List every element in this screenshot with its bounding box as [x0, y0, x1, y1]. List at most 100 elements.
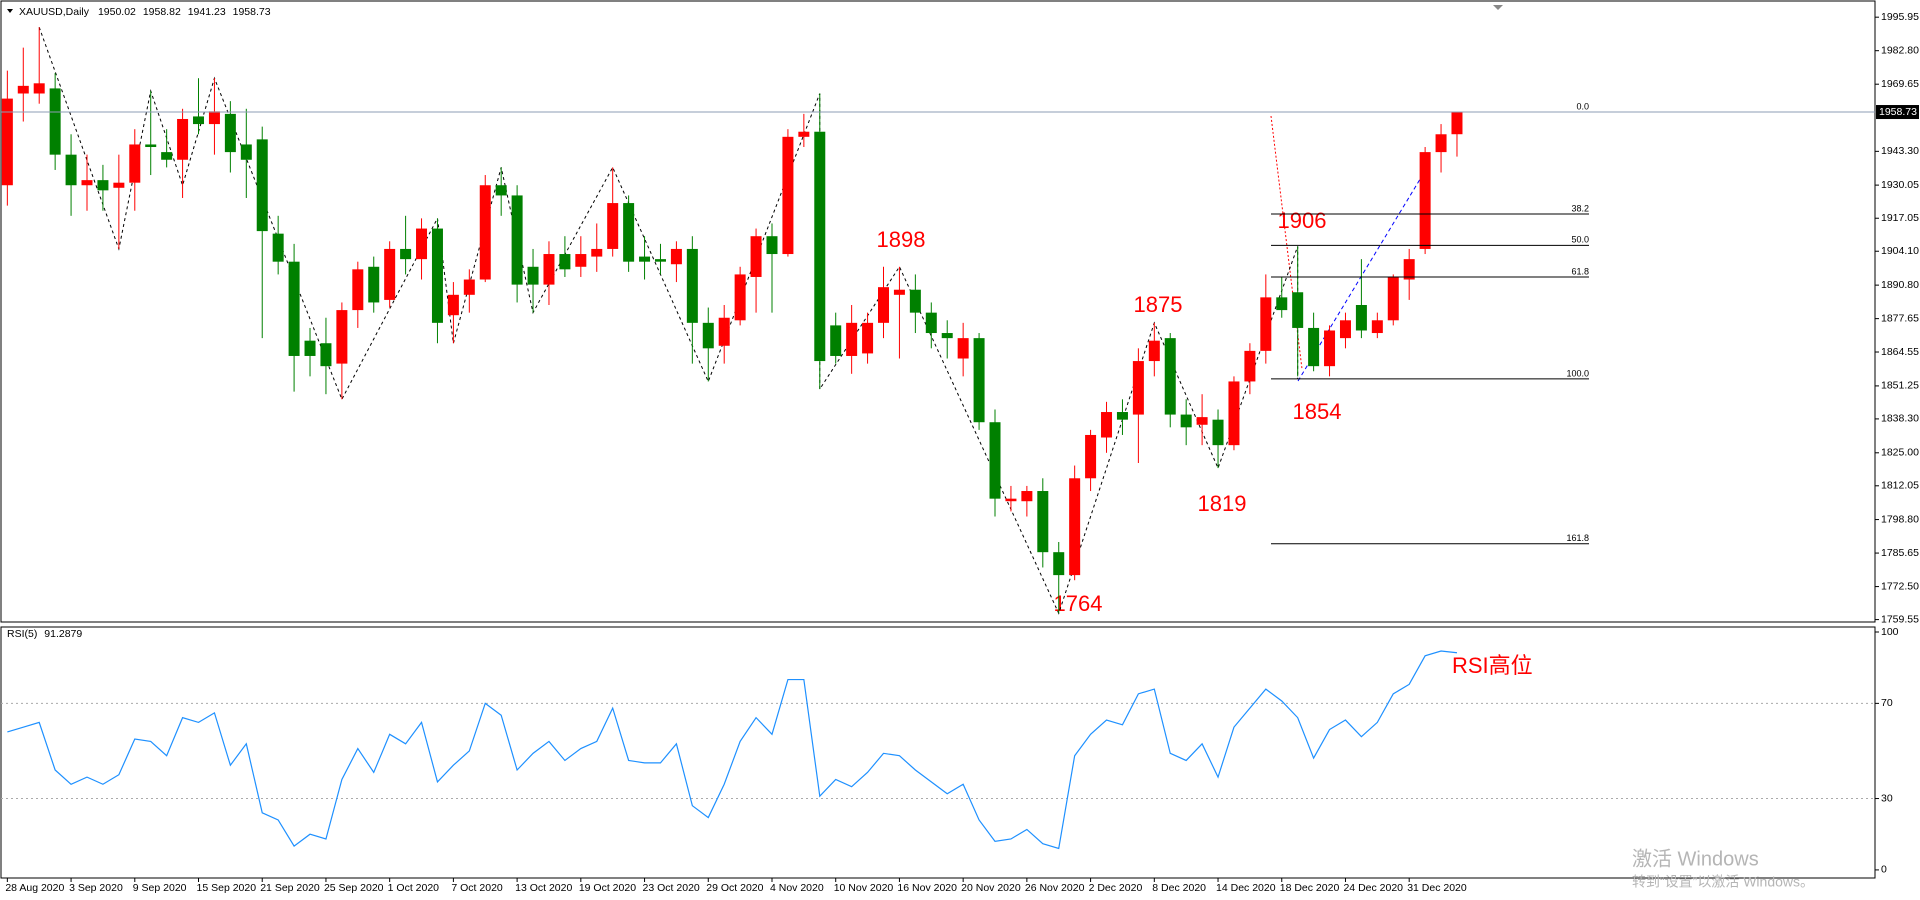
candle-body — [384, 248, 396, 300]
candle-body — [320, 343, 332, 367]
candle-body — [1276, 297, 1288, 311]
candle-body — [862, 322, 874, 354]
x-tick-label: 24 Dec 2020 — [1343, 882, 1403, 894]
candle-body — [1196, 417, 1208, 425]
candle-body — [1324, 330, 1336, 367]
x-tick-label: 28 Aug 2020 — [5, 882, 64, 894]
y-tick-label: 0 — [1881, 864, 1887, 876]
candle-body — [527, 266, 539, 285]
candle-body — [559, 254, 571, 270]
fib-label: 61.8 — [1571, 266, 1589, 276]
candle-body — [957, 338, 969, 359]
candle-body — [1451, 112, 1463, 135]
candle-body — [1355, 305, 1367, 331]
x-tick-label: 18 Dec 2020 — [1280, 882, 1340, 894]
rsi-header: RSI(5) 91.2879 — [7, 628, 82, 640]
y-tick-label: 1798.80 — [1881, 513, 1919, 525]
candle-body — [1101, 412, 1113, 438]
candle-body — [288, 261, 300, 356]
candle-body — [670, 248, 682, 265]
annotation: 1898 — [877, 227, 926, 252]
watermark-subtitle: 转到“设置”以激活 Windows。 — [1632, 874, 1814, 890]
candle-body — [686, 248, 698, 323]
candle-body — [17, 85, 29, 94]
candle-body — [1308, 327, 1320, 367]
fib-label: 50.0 — [1571, 235, 1589, 245]
fib-label: 100.0 — [1566, 368, 1589, 378]
candle-body — [49, 88, 61, 155]
annotation: 1819 — [1198, 491, 1247, 516]
candle-body — [766, 236, 778, 255]
low: 1941.23 — [188, 6, 226, 18]
candle-body — [639, 256, 651, 262]
candle-body — [1435, 134, 1447, 153]
candle-body — [1339, 320, 1351, 339]
candle-body — [1371, 320, 1383, 334]
x-tick-label: 23 Oct 2020 — [643, 882, 700, 894]
price-box — [1876, 105, 1919, 120]
header: XAUUSD,Daily 1950.02 1958.82 1941.23 195… — [19, 6, 271, 18]
x-tick-label: 2 Dec 2020 — [1089, 882, 1143, 894]
candle-body — [352, 269, 364, 311]
y-tick-label: 1982.80 — [1881, 44, 1919, 56]
x-tick-label: 29 Oct 2020 — [706, 882, 763, 894]
candle-body — [909, 289, 921, 313]
x-tick-label: 21 Sep 2020 — [260, 882, 320, 894]
x-tick-label: 26 Nov 2020 — [1025, 882, 1085, 894]
candle-body — [1228, 381, 1240, 446]
x-tick-label: 31 Dec 2020 — [1407, 882, 1467, 894]
x-tick-label: 10 Nov 2020 — [834, 882, 894, 894]
y-tick-label: 100 — [1881, 626, 1899, 638]
candle-body — [702, 322, 714, 349]
menu-icon[interactable] — [7, 9, 13, 13]
candle-body — [1053, 552, 1065, 576]
candle-body — [495, 185, 507, 196]
fib-label: 161.8 — [1566, 533, 1589, 543]
x-tick-label: 3 Sep 2020 — [69, 882, 123, 894]
fib-label: 0.0 — [1576, 101, 1589, 111]
candle-body — [33, 83, 45, 94]
y-tick-label: 1825.00 — [1881, 447, 1919, 459]
fib-label: 38.2 — [1571, 203, 1589, 213]
price-label: 1958.73 — [1879, 106, 1917, 118]
candle-body — [1180, 414, 1192, 428]
candle-body — [734, 274, 746, 321]
candle-body — [846, 322, 858, 356]
candle-body — [1212, 419, 1224, 446]
y-tick-label: 1995.95 — [1881, 11, 1919, 23]
rsi-name: RSI(5) — [7, 628, 37, 640]
candle-body — [941, 333, 953, 339]
candle-body — [145, 144, 157, 148]
candle-body — [256, 139, 268, 232]
candle-body — [224, 113, 236, 153]
rsi-annotation: RSI高位 — [1452, 653, 1533, 678]
candle-body — [208, 111, 220, 125]
candle-body — [400, 248, 412, 260]
y-tick-label: 1759.55 — [1881, 613, 1919, 625]
y-tick-label: 1864.55 — [1881, 346, 1919, 358]
annotation: 1875 — [1134, 292, 1183, 317]
y-tick-label: 1969.65 — [1881, 78, 1919, 90]
high: 1958.82 — [143, 6, 181, 18]
y-tick-label: 1838.30 — [1881, 413, 1919, 425]
candle-body — [336, 310, 348, 364]
rsi-frame — [0, 626, 1876, 879]
candle-body — [1069, 478, 1081, 576]
x-tick-label: 9 Sep 2020 — [133, 882, 187, 894]
main-frame — [0, 0, 1876, 623]
candle-body — [1148, 340, 1160, 362]
x-tick-label: 8 Dec 2020 — [1152, 882, 1206, 894]
candle-body — [1164, 338, 1176, 415]
candle-body — [878, 287, 889, 323]
candle-body — [1260, 297, 1272, 351]
watermark-title: 激活 Windows — [1632, 847, 1759, 870]
annotation: 1906 — [1278, 208, 1327, 233]
candle-body — [814, 131, 826, 362]
candle-body — [65, 154, 77, 186]
candle-body — [177, 118, 189, 160]
candle-body — [1132, 361, 1144, 415]
candle-body — [1021, 491, 1033, 502]
x-tick-label: 1 Oct 2020 — [388, 882, 440, 894]
candle-body — [1403, 259, 1415, 280]
